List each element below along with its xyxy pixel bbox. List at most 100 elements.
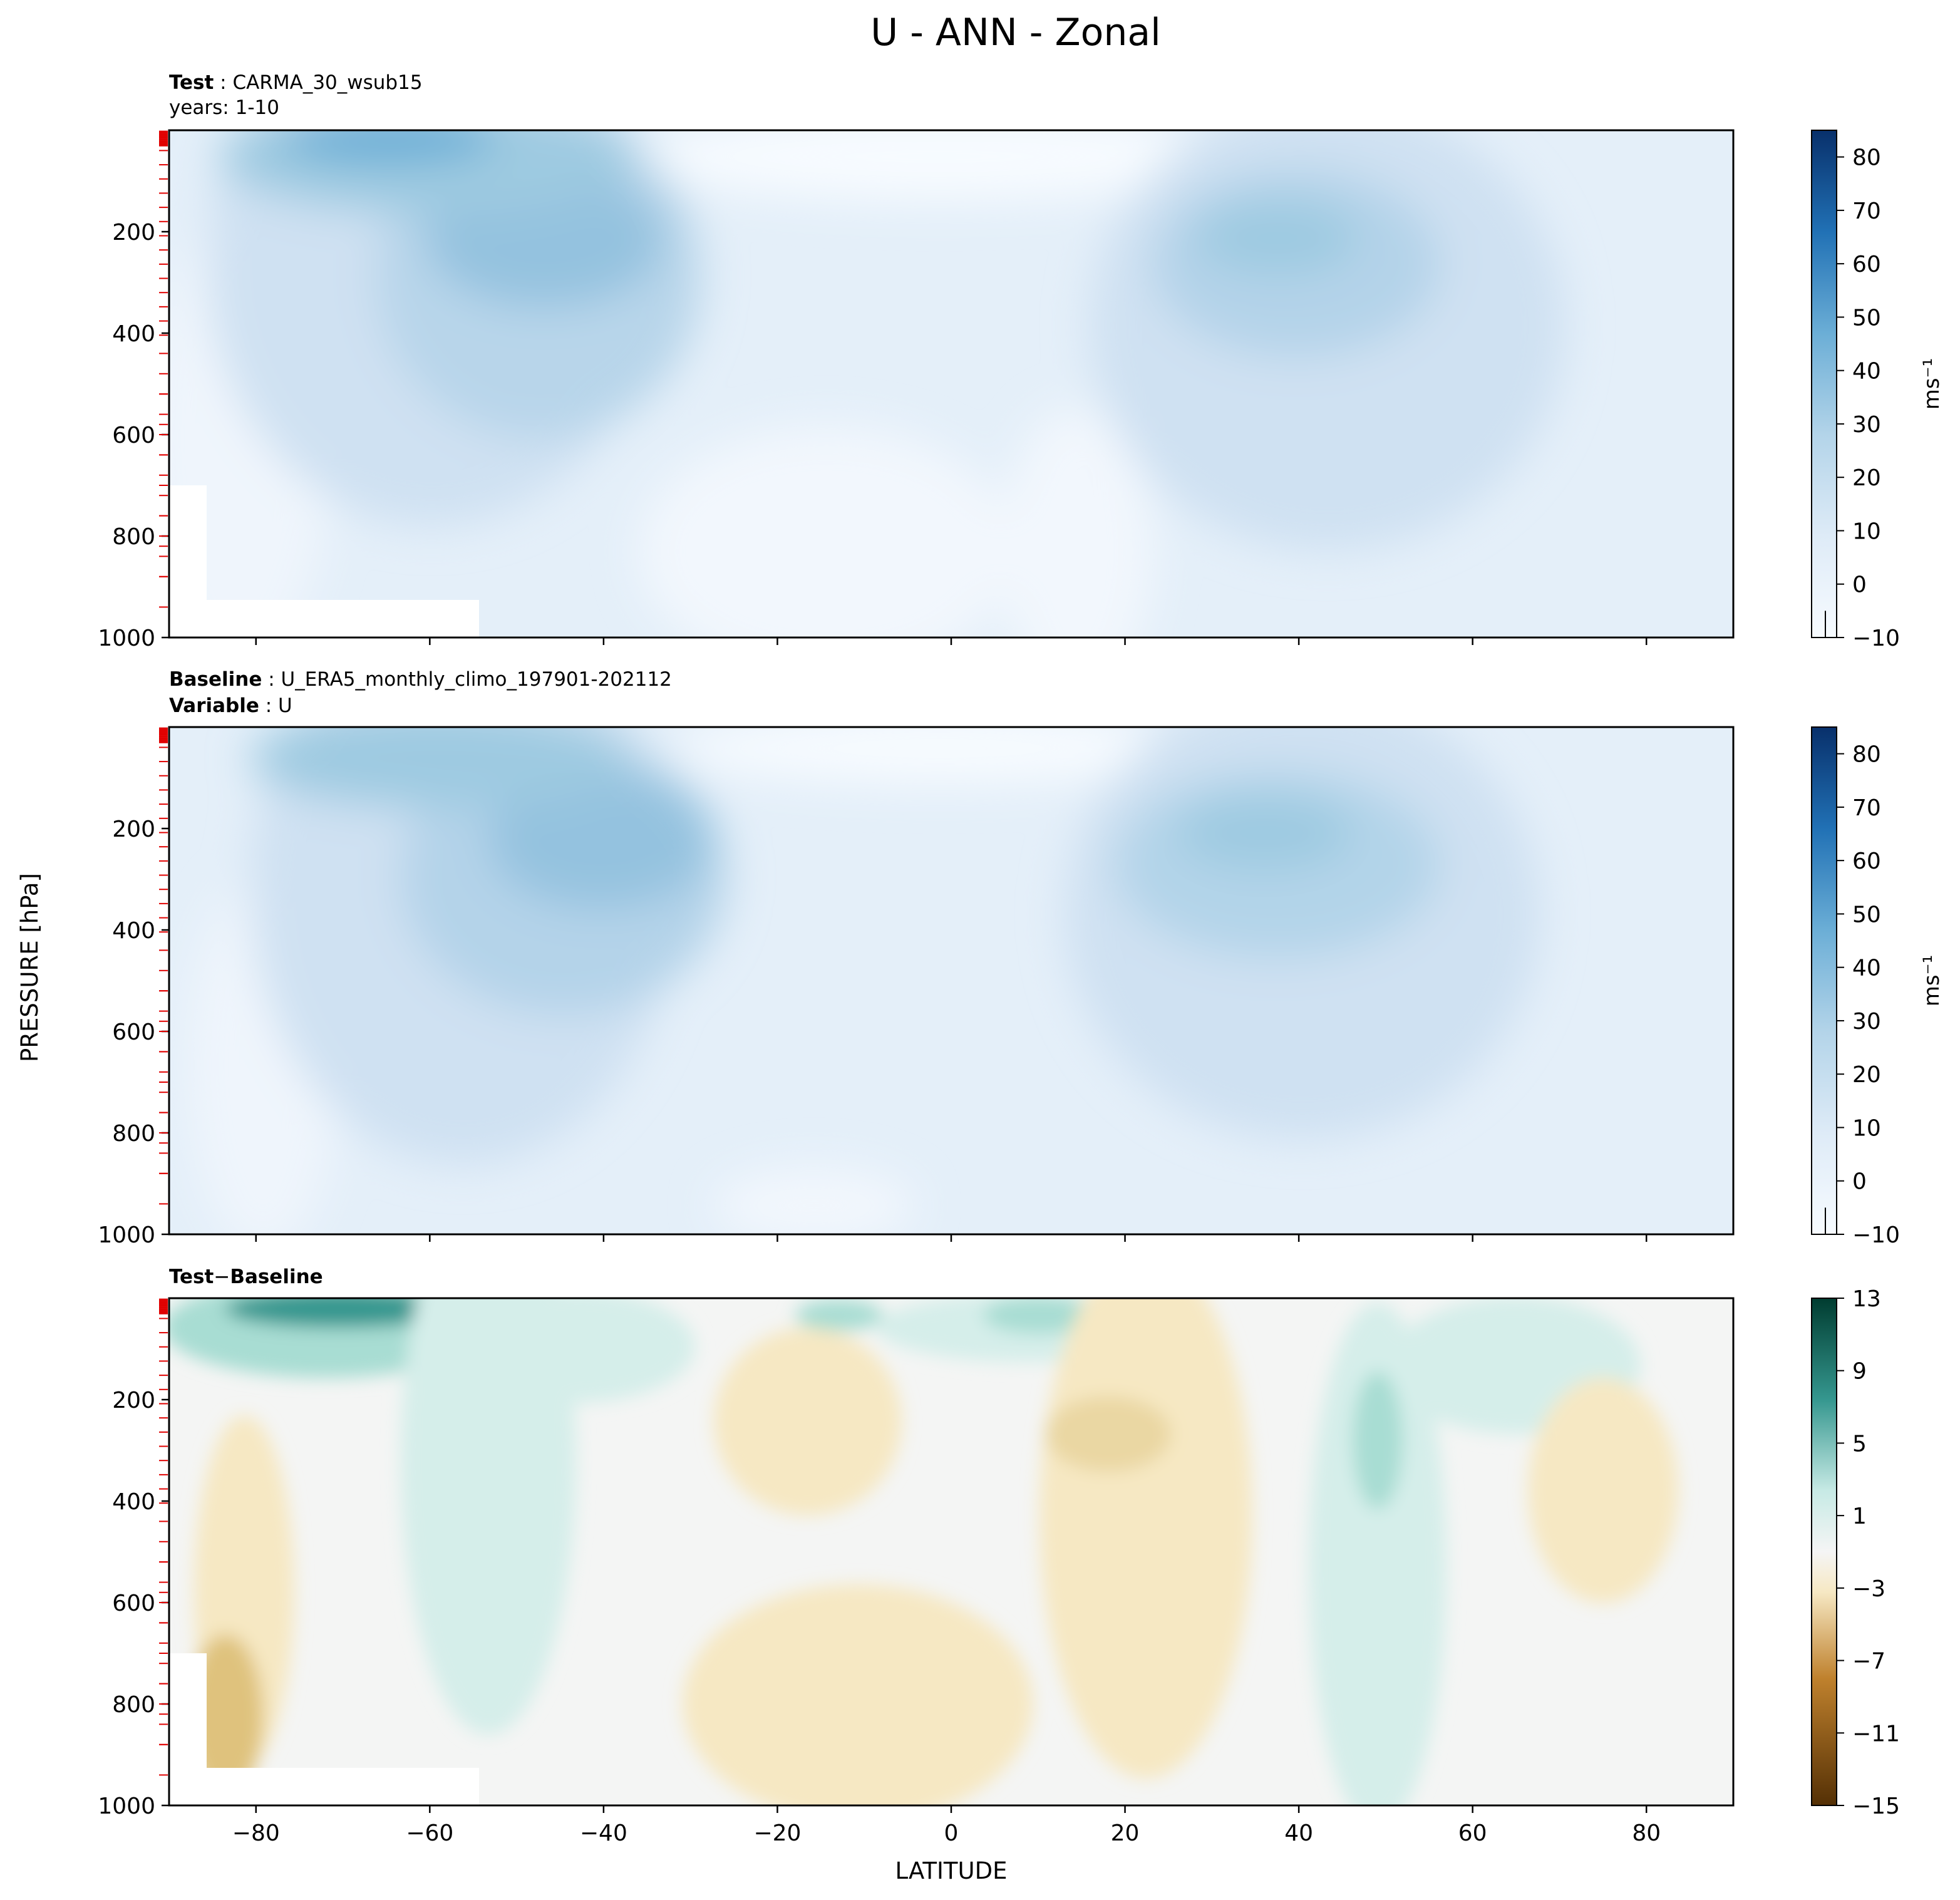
x-tick-label: −20 <box>753 1820 801 1846</box>
x-ticks-baseline <box>255 1234 1648 1242</box>
header-variable-name: U <box>278 694 292 717</box>
y-tick-label: 600 <box>112 423 155 448</box>
x-tick-label: 20 <box>1111 1820 1140 1846</box>
y-tick-label: 800 <box>112 1121 155 1147</box>
header-diff-baseline: Baseline <box>230 1266 322 1288</box>
y-tick-label: 800 <box>112 524 155 550</box>
colorbar-test-ticks: −10 0 10 20 30 40 50 60 70 80 <box>1825 145 1900 651</box>
colorbar-tick-label: 20 <box>1852 465 1881 491</box>
y-tick-label: 600 <box>112 1020 155 1045</box>
colorbar-tick-label: 60 <box>1852 252 1881 277</box>
colorbar-tick-label: 20 <box>1852 1062 1881 1088</box>
colorbar-test-label: ms⁻¹ <box>1919 358 1944 410</box>
contour-field-baseline <box>169 727 1733 1234</box>
x-tick-label: −40 <box>580 1820 627 1846</box>
x-tick-label: 80 <box>1632 1820 1661 1846</box>
header-diff-sep: − <box>214 1266 230 1288</box>
y-tick-label: 200 <box>112 1388 155 1413</box>
colorbar-tick-label: 9 <box>1852 1359 1867 1385</box>
colorbar-baseline-label: ms⁻¹ <box>1919 955 1944 1006</box>
header-baseline-name: U_ERA5_monthly_climo_197901-202112 <box>281 668 672 691</box>
contour-field-test <box>169 130 1733 638</box>
header-test-bold: Test <box>169 71 214 94</box>
colorbar-tick-label: −10 <box>1852 1222 1900 1248</box>
panel-test: Test : CARMA_30_wsub15 years: 1-10 <box>98 71 1944 651</box>
red-level-ticks-test <box>159 130 168 608</box>
header-variable-colon: : <box>259 694 278 717</box>
panel-difference: Test−Baseline <box>98 1266 1900 1846</box>
colorbar-tick-label: 70 <box>1852 795 1881 821</box>
x-ticks-test <box>255 638 1648 645</box>
colorbar-tick-label: −10 <box>1852 626 1900 651</box>
x-tick-label: 0 <box>944 1820 959 1846</box>
colorbar-tick-label: −11 <box>1852 1721 1900 1747</box>
x-tick-labels: −80 −60 −40 −20 0 20 40 60 80 <box>232 1820 1661 1846</box>
red-level-ticks-baseline <box>159 727 168 1205</box>
figure-title: U - ANN - Zonal <box>870 11 1161 54</box>
header-baseline-colon: : <box>262 668 281 691</box>
y-tick-label: 400 <box>112 918 155 944</box>
header-variable-bold: Variable <box>169 694 259 717</box>
y-tick-label: 200 <box>112 220 155 245</box>
contour-field-difference <box>169 1298 1733 1805</box>
y-tick-label: 400 <box>112 321 155 347</box>
colorbar-tick-label: −3 <box>1852 1576 1885 1602</box>
colorbar-baseline-bar <box>1811 726 1837 1235</box>
colorbar-difference-ticks: 13 9 5 1 −3 −7 −11 −15 <box>1837 1286 1900 1819</box>
y-tick-label: 400 <box>112 1489 155 1515</box>
x-tick-label: 60 <box>1458 1820 1487 1846</box>
colorbar-tick-label: 70 <box>1852 199 1881 224</box>
y-tick-label: 1000 <box>98 1794 155 1819</box>
colorbar-tick-label: 30 <box>1852 412 1881 438</box>
x-axis-label: LATITUDE <box>895 1857 1008 1884</box>
colorbar-tick-label: 13 <box>1852 1286 1881 1312</box>
colorbar-test: −10 0 10 20 30 40 50 60 70 80 ms⁻¹ <box>1811 130 1944 651</box>
colorbar-baseline-ticks: −10 0 10 20 30 40 50 60 70 80 <box>1825 742 1900 1248</box>
colorbar-tick-label: 0 <box>1852 572 1867 598</box>
colorbar-tick-label: 50 <box>1852 902 1881 927</box>
y-tick-labels-difference: 200 400 600 800 1000 <box>98 1388 155 1819</box>
colorbar-tick-label: 1 <box>1852 1504 1867 1529</box>
y-axis-label: PRESSURE [hPa] <box>16 873 43 1062</box>
y-tick-label: 800 <box>112 1692 155 1718</box>
x-ticks-difference <box>255 1805 1648 1813</box>
x-tick-label: −60 <box>406 1820 453 1846</box>
header-baseline-bold: Baseline <box>169 668 262 691</box>
colorbar-tick-label: 80 <box>1852 742 1881 768</box>
y-tick-label: 1000 <box>98 626 155 651</box>
colorbar-tick-label: 0 <box>1852 1169 1867 1195</box>
header-test-colon: : <box>214 71 232 94</box>
colorbar-tick-label: 80 <box>1852 145 1881 171</box>
colorbar-tick-label: 10 <box>1852 519 1881 544</box>
colorbar-tick-label: 40 <box>1852 956 1881 981</box>
panel-baseline: Baseline : U_ERA5_monthly_climo_197901-2… <box>98 668 1944 1248</box>
colorbar-tick-label: 30 <box>1852 1009 1881 1035</box>
y-tick-label: 1000 <box>98 1222 155 1248</box>
panel-test-header: Test : CARMA_30_wsub15 <box>169 71 423 94</box>
red-level-ticks-difference <box>159 1298 168 1776</box>
colorbar-tick-label: −7 <box>1852 1649 1885 1675</box>
y-tick-labels-test: 200 400 600 800 1000 <box>98 220 155 651</box>
colorbar-tick-label: 40 <box>1852 359 1881 385</box>
colorbar-tick-label: 60 <box>1852 849 1881 874</box>
x-tick-label: −80 <box>232 1820 280 1846</box>
header-diff-test: Test <box>169 1266 214 1288</box>
x-tick-label: 40 <box>1284 1820 1313 1846</box>
y-tick-label: 200 <box>112 817 155 842</box>
header-test-name: CARMA_30_wsub15 <box>232 71 422 94</box>
panel-difference-header: Test−Baseline <box>169 1266 323 1288</box>
panel-test-years: years: 1-10 <box>169 96 279 119</box>
panel-baseline-variable: Variable : U <box>169 694 292 717</box>
colorbar-difference-bar <box>1811 1298 1837 1806</box>
y-tick-label: 600 <box>112 1591 155 1616</box>
colorbar-tick-label: 10 <box>1852 1115 1881 1141</box>
colorbar-baseline: −10 0 10 20 30 40 50 60 70 80 ms⁻¹ <box>1811 726 1944 1248</box>
colorbar-tick-label: −15 <box>1852 1794 1900 1819</box>
colorbar-tick-label: 5 <box>1852 1431 1867 1457</box>
panel-baseline-header: Baseline : U_ERA5_monthly_climo_197901-2… <box>169 668 672 691</box>
colorbar-test-bar <box>1811 130 1837 638</box>
colorbar-difference: 13 9 5 1 −3 −7 −11 −15 <box>1811 1286 1900 1819</box>
y-tick-labels-baseline: 200 400 600 800 1000 <box>98 817 155 1248</box>
colorbar-tick-label: 50 <box>1852 305 1881 331</box>
